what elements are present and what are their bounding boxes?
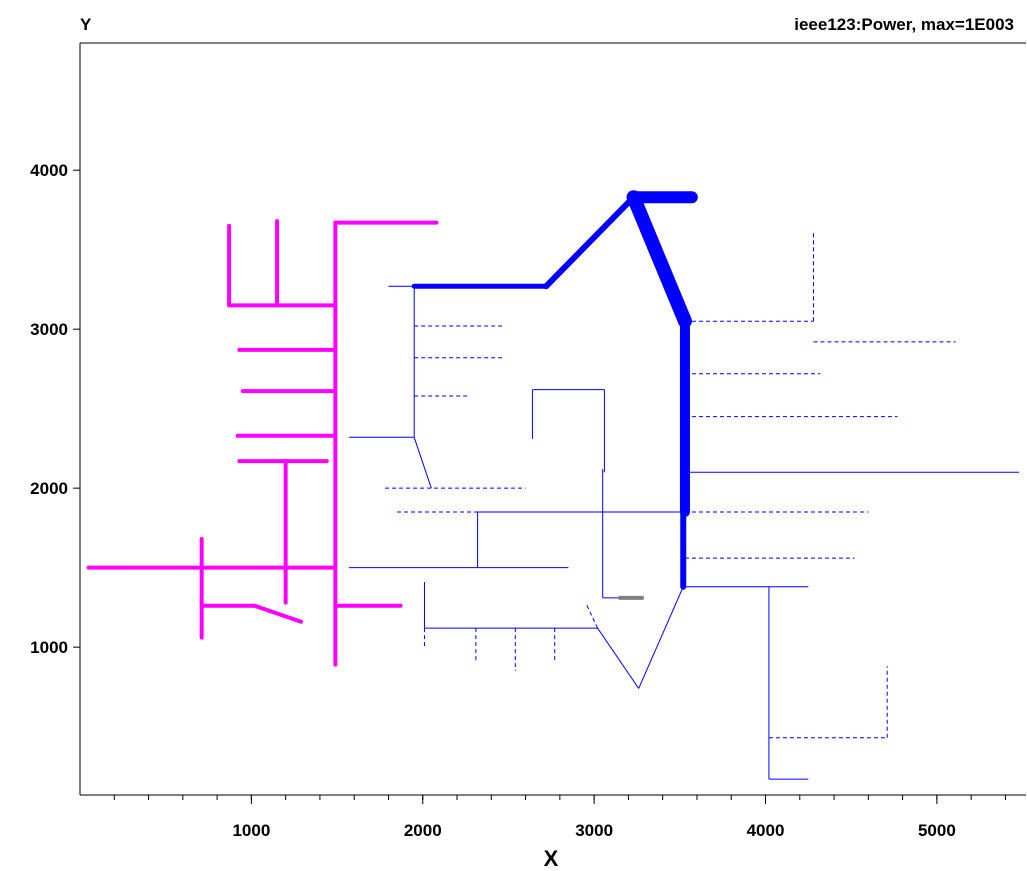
y-tick-label: 4000: [30, 161, 68, 180]
x-ticks: 1000 2000 3000 4000 5000: [232, 795, 956, 840]
plot-area: [80, 43, 1026, 795]
chart-title: ieee123:Power, max=1E003: [794, 15, 1014, 34]
line-segment: [638, 586, 684, 689]
y-tick-label: 3000: [30, 320, 68, 339]
x-tick-label: 3000: [575, 821, 613, 840]
x-tick-label: 4000: [747, 821, 785, 840]
line-segment: [252, 603, 304, 624]
y-axis-label: Y: [80, 15, 92, 34]
x-axis-label: X: [544, 846, 559, 871]
y-tick-label: 1000: [30, 638, 68, 657]
line-segment: [543, 194, 637, 290]
line-segment: [585, 602, 599, 629]
x-tick-label: 5000: [918, 821, 956, 840]
x-tick-label: 1000: [232, 821, 270, 840]
x-tick-label: 2000: [404, 821, 442, 840]
line-segment: [413, 437, 432, 489]
line-segment: [626, 190, 692, 329]
y-tick-label: 2000: [30, 479, 68, 498]
x-minor-ticks: [113, 795, 1006, 800]
line-segment: [597, 627, 640, 689]
y-ticks: 1000 2000 3000 4000: [30, 161, 80, 657]
feeder-segments: [86, 190, 1020, 780]
